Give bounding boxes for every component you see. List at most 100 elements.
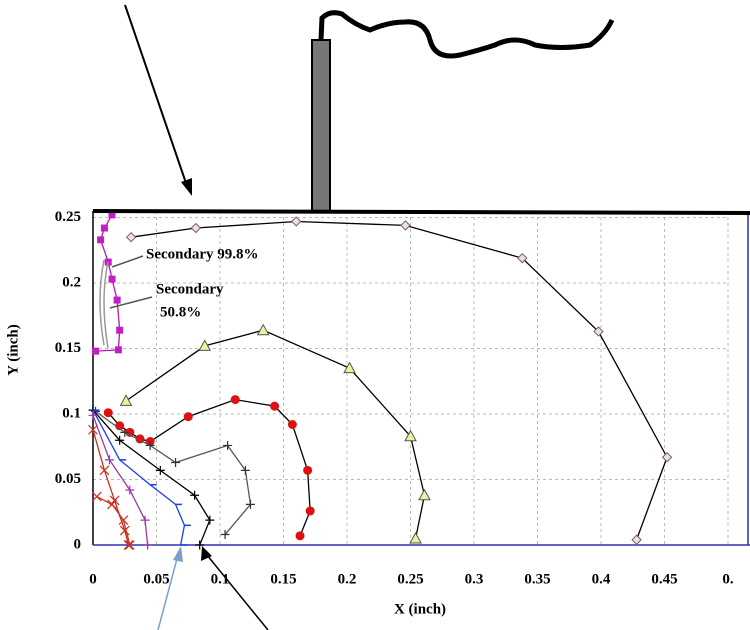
marker (115, 435, 125, 445)
y-tick-label: 0.15 (55, 340, 81, 356)
marker (108, 211, 116, 219)
arrow (124, 4, 188, 187)
marker (97, 236, 105, 244)
marker (143, 540, 153, 550)
series-line (92, 409, 211, 546)
x-tick-label: 0.25 (397, 571, 423, 587)
marker (661, 452, 673, 463)
marker (183, 412, 193, 422)
marker (409, 531, 422, 544)
marker (190, 490, 200, 500)
annotations: Secondary 99.8% Secondary 50.8% (99, 246, 259, 349)
arrow-head (173, 546, 183, 562)
plume (318, 10, 615, 59)
marker (155, 465, 165, 475)
marker (119, 394, 133, 406)
marker (108, 275, 116, 283)
marker (91, 491, 102, 502)
marker (240, 465, 250, 475)
marker (92, 347, 100, 355)
plot: 0 0.05 0.1 0.15 0.2 0.25 0.3 0.35 0.4 0.45 0. 0 0.05… (55, 209, 750, 587)
x-tick-label: 0.05 (143, 571, 169, 587)
marker (145, 440, 155, 450)
arrow-head (201, 546, 212, 561)
arrow-head (181, 178, 192, 196)
marker (190, 222, 202, 234)
marker (140, 515, 150, 525)
marker (100, 224, 108, 232)
x-axis-label: X (inch) (394, 601, 446, 617)
marker (400, 220, 411, 231)
marker (404, 429, 417, 442)
x-tick-label: 0.45 (651, 571, 677, 587)
x-tick-label: 0.4 (592, 571, 611, 587)
bottom-arrows (157, 546, 269, 630)
y-tick-label: 0.05 (55, 471, 81, 487)
marker (270, 401, 280, 411)
marker (593, 326, 604, 337)
arrow (157, 554, 179, 630)
y-tick-label: 0.2 (62, 274, 81, 290)
marker (118, 515, 129, 526)
marker (125, 231, 137, 243)
marker (125, 427, 135, 437)
x-tick-label: 0.3 (465, 571, 484, 587)
arrow (206, 554, 269, 630)
marker (113, 296, 121, 304)
marker (88, 410, 98, 420)
marker (124, 540, 135, 550)
series-line (92, 409, 186, 546)
annotation: 50.8% (160, 304, 201, 320)
x-tick-label: 0.15 (270, 571, 296, 587)
marker (99, 465, 110, 476)
annotation: Secondary (156, 281, 224, 297)
marker (116, 326, 124, 334)
marker (88, 424, 98, 435)
series-line (107, 398, 311, 537)
marker (631, 534, 642, 545)
marker (105, 455, 115, 465)
annotation-arrow (111, 255, 144, 268)
series-line (95, 410, 252, 535)
y-tick-label: 0 (74, 536, 82, 552)
x-tick-label: 0.1 (211, 571, 230, 587)
marker (123, 540, 134, 550)
marker (205, 515, 215, 525)
x-tick-label: 0. (722, 571, 734, 587)
series-line (131, 220, 668, 540)
marker (305, 506, 315, 516)
y-tick-label: 0.25 (55, 209, 81, 225)
annotation: Secondary 99.8% (146, 246, 259, 262)
marker (119, 525, 130, 536)
secondary-curve (99, 259, 109, 349)
decoration (124, 4, 615, 213)
marker (303, 465, 313, 475)
marker (517, 252, 528, 264)
chimney (311, 39, 331, 213)
marker (114, 346, 122, 354)
top-boundary (92, 209, 750, 215)
marker (171, 457, 181, 467)
series-line (92, 429, 130, 546)
marker (107, 499, 117, 510)
marker (418, 488, 431, 501)
marker (295, 531, 305, 541)
marker (245, 499, 255, 509)
series-line (125, 329, 426, 539)
marker (115, 421, 125, 431)
marker (256, 323, 270, 336)
marker (120, 427, 130, 437)
marker (230, 395, 240, 405)
x-tick-label: 0 (89, 571, 97, 587)
marker (287, 419, 297, 429)
marker (220, 530, 230, 540)
marker (343, 361, 356, 374)
marker (195, 540, 205, 550)
x-tick-label: 0.2 (338, 571, 357, 587)
marker (223, 440, 233, 450)
series-line (96, 495, 131, 546)
y-tick-label: 0.1 (62, 405, 81, 421)
marker (125, 485, 135, 495)
x-tick-label: 0.35 (524, 571, 550, 587)
